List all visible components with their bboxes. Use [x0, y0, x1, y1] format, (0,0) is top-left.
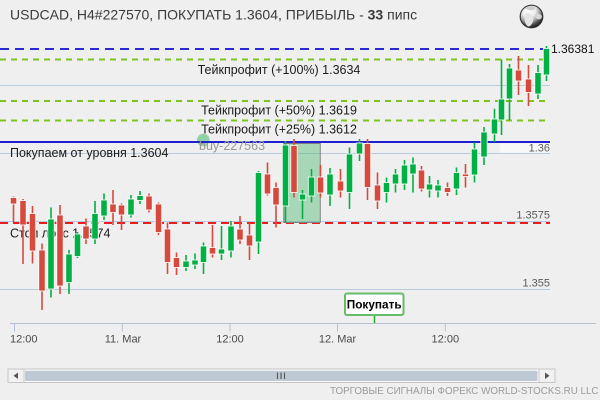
svg-text:11. Mar: 11. Mar: [105, 334, 142, 346]
svg-text:Покупать: Покупать: [347, 297, 402, 311]
svg-text:Тейкпрофит (+25%) 1.3612: Тейкпрофит (+25%) 1.3612: [201, 123, 357, 137]
svg-text:1.3575: 1.3575: [516, 210, 550, 222]
svg-text:Тейкпрофит (+50%) 1.3619: Тейкпрофит (+50%) 1.3619: [201, 103, 357, 117]
svg-text:Тейкпрофит (+100%) 1.3634: Тейкпрофит (+100%) 1.3634: [198, 63, 361, 77]
svg-text:12. Mar: 12. Mar: [319, 334, 357, 346]
svg-text:1.36: 1.36: [529, 143, 550, 155]
svg-text:12:00: 12:00: [216, 334, 244, 346]
svg-text:ТОРГОВЫЕ СИГНАЛЫ ФОРЕКС WORLD-: ТОРГОВЫЕ СИГНАЛЫ ФОРЕКС WORLD-STOCKS.RU …: [330, 386, 599, 397]
svg-text:buy-227563: buy-227563: [199, 139, 265, 153]
svg-text:1.355: 1.355: [522, 278, 550, 290]
svg-text:Покупаем от уровня 1.3604: Покупаем от уровня 1.3604: [10, 146, 168, 160]
svg-text:1.36381: 1.36381: [551, 42, 595, 56]
svg-text:12:00: 12:00: [10, 334, 38, 346]
svg-text:USDCAD, H4#227570, ПОКУПАТЬ 1.: USDCAD, H4#227570, ПОКУПАТЬ 1.3604, ПРИБ…: [10, 7, 417, 23]
svg-text:12:00: 12:00: [432, 334, 460, 346]
